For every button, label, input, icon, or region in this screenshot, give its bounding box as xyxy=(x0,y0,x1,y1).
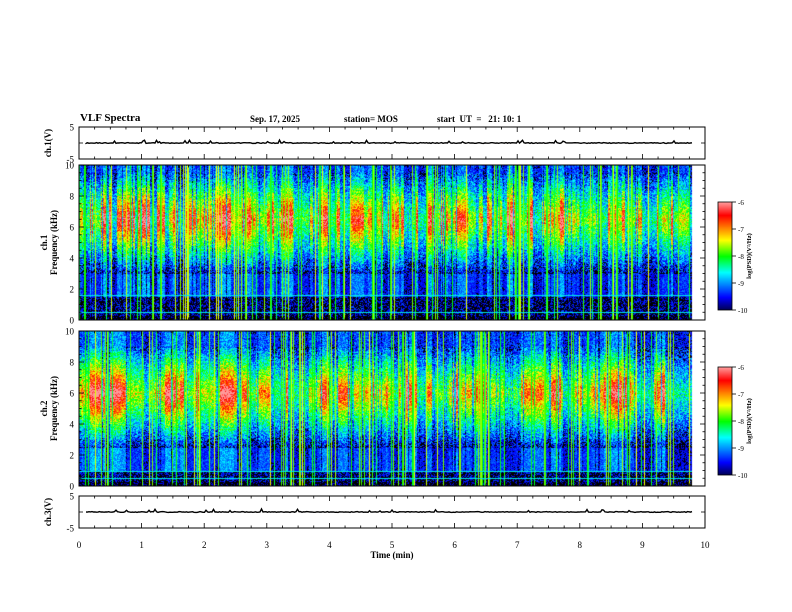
channel-voltage-label: ch.3(V) xyxy=(43,498,53,526)
y-tick-label: 4 xyxy=(70,254,75,264)
colorbar-tick-label: -10 xyxy=(738,307,748,315)
y-tick-label: 10 xyxy=(65,161,75,171)
y-tick-label: 0 xyxy=(70,482,75,492)
frequency-axis-label: Frequency (kHz) xyxy=(49,376,59,441)
channel-label: ch.1 xyxy=(39,234,49,250)
y-tick-label: 2 xyxy=(70,451,75,461)
ch1-colorbar-raster xyxy=(718,202,732,310)
station-label: station= MOS xyxy=(344,114,398,124)
y-tick-label: 5 xyxy=(70,123,75,133)
y-tick-label: 10 xyxy=(65,327,75,337)
x-tick-label: 7 xyxy=(515,540,520,550)
x-tick-label: 5 xyxy=(390,540,395,550)
y-tick-label: -5 xyxy=(67,524,75,534)
x-tick-label: 3 xyxy=(265,540,270,550)
colorbar-tick-label: -8 xyxy=(738,253,744,261)
y-tick-label: 8 xyxy=(70,192,75,202)
y-tick-label: 4 xyxy=(70,420,75,430)
x-tick-label: 2 xyxy=(202,540,207,550)
colorbar-label: log(PSD)(V²/Hz) xyxy=(746,233,753,279)
channel-label: ch.2 xyxy=(39,400,49,416)
colorbar-tick-label: -7 xyxy=(738,391,744,399)
x-tick-label: 8 xyxy=(578,540,583,550)
colorbar-frame xyxy=(717,366,733,476)
x-axis-label: Time (min) xyxy=(370,550,413,560)
colorbar-tick-label: -10 xyxy=(738,472,748,480)
x-tick-label: 0 xyxy=(77,540,82,550)
figure-title: VLF Spectra xyxy=(80,112,141,124)
channel-voltage-label: ch.1(V) xyxy=(43,129,53,157)
colorbar-tick-label: -9 xyxy=(738,280,744,288)
y-tick-label: 2 xyxy=(70,285,75,295)
y-tick-label: 6 xyxy=(70,389,75,399)
y-tick-label: 5 xyxy=(70,492,75,502)
start-ut-label: start UT = 21: 10: 1 xyxy=(437,114,522,124)
colorbar-tick-label: -6 xyxy=(738,199,744,207)
x-tick-label: 9 xyxy=(640,540,645,550)
colorbar-tick-label: -8 xyxy=(738,418,744,426)
x-tick-label: 6 xyxy=(452,540,457,550)
y-tick-label: 0 xyxy=(70,316,75,326)
x-tick-label: 10 xyxy=(701,540,711,550)
x-tick-label: 1 xyxy=(139,540,144,550)
colorbar-frame xyxy=(717,201,733,311)
ch2-colorbar-raster xyxy=(718,367,732,475)
colorbar-tick-label: -6 xyxy=(738,364,744,372)
voltage-trace xyxy=(85,507,693,514)
frequency-axis-label: Frequency (kHz) xyxy=(49,210,59,275)
colorbar-tick-label: -7 xyxy=(738,226,744,234)
y-tick-label: 6 xyxy=(70,223,75,233)
voltage-trace xyxy=(85,138,693,145)
x-tick-label: 4 xyxy=(327,540,332,550)
colorbar-tick-label: -9 xyxy=(738,445,744,453)
panel-frame xyxy=(78,164,706,321)
date-label: Sep. 17, 2025 xyxy=(250,114,301,124)
y-tick-label: 8 xyxy=(70,358,75,368)
colorbar-label: log(PSD)(V²/Hz) xyxy=(746,398,753,444)
panel-frame xyxy=(78,330,706,487)
ch2-spectrogram-raster xyxy=(79,331,705,486)
y-tick-label: -5 xyxy=(67,155,75,165)
ch1-spectrogram-raster xyxy=(79,165,705,320)
